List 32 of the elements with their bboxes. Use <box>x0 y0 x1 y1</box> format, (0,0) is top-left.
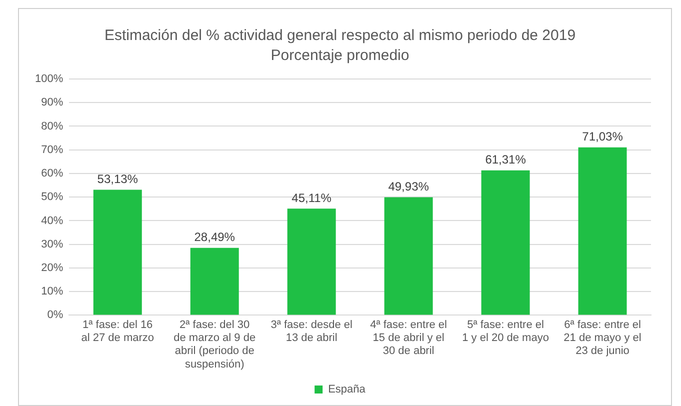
y-tick-label: 100% <box>34 73 64 86</box>
bar <box>287 208 336 315</box>
legend-label: España <box>328 384 366 396</box>
x-tick-label: 1ª fase: del 16 al 27 de marzo <box>81 318 154 344</box>
bar <box>384 197 433 315</box>
y-tick-label: 80% <box>41 120 64 132</box>
y-tick-label: 90% <box>41 96 64 109</box>
x-tick-label: 3ª fase: desde el 13 de abril <box>270 318 352 344</box>
bar <box>481 170 530 315</box>
y-tick-label: 70% <box>41 144 64 156</box>
y-tick-label: 0% <box>47 309 64 322</box>
x-tick-label: 5ª fase: entre el 1 y el 20 de mayo <box>462 318 549 344</box>
y-tick-label: 10% <box>41 286 64 298</box>
y-tick-label: 60% <box>41 168 64 180</box>
data-label: 61,31% <box>485 152 526 167</box>
data-label: 53,13% <box>97 172 138 186</box>
data-label: 71,03% <box>582 130 624 144</box>
y-tick-label: 50% <box>41 191 64 204</box>
x-tick-label: 6ª fase: entre el 21 de mayo y el 23 de junio <box>564 318 642 358</box>
x-tick-label: 4ª fase: entre el 15 de abril y el 30 de abril <box>370 318 447 358</box>
data-label: 45,11% <box>292 190 332 205</box>
bar <box>93 190 142 315</box>
data-label: 49,93% <box>388 180 430 194</box>
y-tick-label: 40% <box>41 214 64 227</box>
bar <box>578 147 627 315</box>
y-tick-label: 30% <box>41 238 64 250</box>
y-tick-label: 20% <box>41 262 64 274</box>
x-tick-label: 2ª fase: del 30 de marzo al 9 de abril (periodo de suspensión) <box>174 318 256 370</box>
chart-subtitle: Porcentaje promedio <box>270 47 410 64</box>
chart-title: Estimación del % actividad general respecto al mismo periodo de 2019 <box>104 27 576 44</box>
data-label: 28,49% <box>194 230 236 244</box>
bar <box>190 248 239 315</box>
